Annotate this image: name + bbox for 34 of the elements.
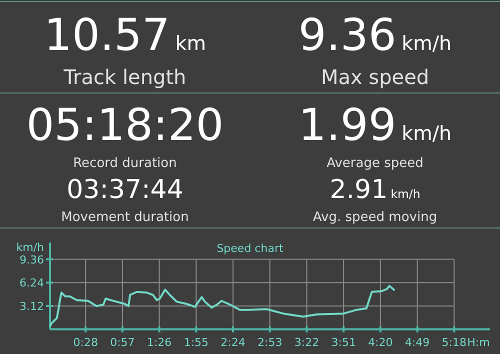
y-tick-label: 3.12 (20, 300, 44, 313)
text: km/h (402, 32, 452, 55)
x-tick-label: 3:22 (294, 336, 320, 349)
text: km (175, 32, 206, 55)
x-tick-label: 5:18 (442, 336, 467, 349)
text: Movement duration (61, 210, 189, 225)
chart-title: Speed chart (216, 242, 284, 255)
x-tick-label: 0:57 (110, 336, 135, 349)
text: 9.36 (298, 10, 396, 61)
x-tick-label: 1:55 (184, 336, 209, 349)
text: 1.99 (298, 100, 396, 151)
text: 03:37:44 (66, 175, 184, 205)
text: km/h (402, 122, 452, 145)
text: Max speed (320, 65, 430, 89)
line-series (49, 284, 396, 328)
x-tick-label: 4:49 (404, 336, 430, 349)
text: Track length (62, 65, 186, 89)
x-tick-label: 1:26 (146, 336, 172, 349)
y-tick-label: 9.36 (20, 253, 44, 266)
x-tick-label: 0:28 (73, 336, 98, 349)
x-tick-label: 2:24 (220, 336, 246, 349)
text: km/h (390, 187, 420, 201)
text: 10.57 (44, 10, 170, 61)
text: Avg. speed moving (312, 210, 438, 225)
x-tick-label: 3:51 (331, 336, 356, 349)
text: Average speed (326, 156, 424, 171)
y-axis-title: km/h (16, 241, 44, 254)
text: Record duration (73, 156, 177, 171)
x-tick-label: 2:53 (257, 336, 282, 349)
x-axis-title: H:m (467, 336, 490, 349)
x-tick-label: 4:20 (368, 336, 393, 349)
text: 2.91 (330, 175, 388, 205)
y-tick-label: 6.24 (20, 276, 44, 290)
text: 05:18:20 (26, 100, 224, 151)
